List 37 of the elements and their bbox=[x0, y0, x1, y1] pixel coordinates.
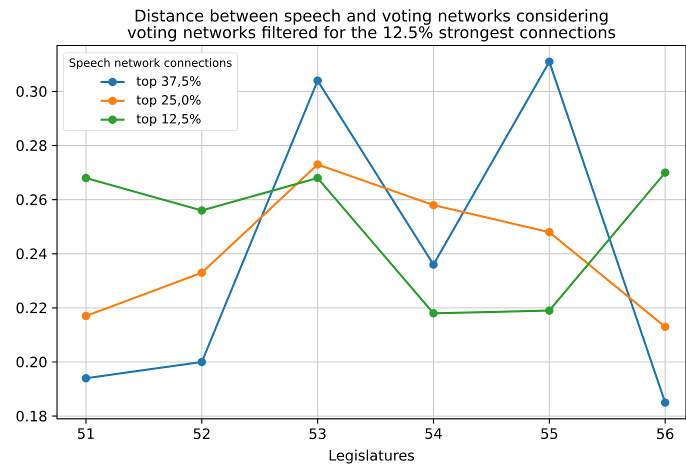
point bbox=[82, 174, 90, 182]
point bbox=[313, 76, 322, 85]
chart-title: Distance between speech and voting networks considering voting networks filtered for the 12.5% strongest connections bbox=[128, 9, 616, 42]
y-tick-label: 0.28 bbox=[16, 140, 46, 152]
point bbox=[660, 322, 670, 332]
point bbox=[429, 200, 438, 210]
y-tick-label: 0.30 bbox=[16, 86, 47, 97]
point bbox=[545, 58, 554, 66]
point bbox=[545, 306, 554, 315]
x-tick-label: 51 bbox=[78, 428, 94, 439]
x-tick-label: 54 bbox=[425, 428, 442, 439]
y-tick-label: 0.18 bbox=[16, 410, 46, 422]
point bbox=[429, 260, 438, 269]
point bbox=[660, 168, 670, 177]
point bbox=[198, 358, 206, 366]
legend-label: top 12,5% bbox=[136, 114, 201, 126]
x-axis-title: Legislatures bbox=[330, 450, 414, 464]
legend-label: top 25,0% bbox=[136, 95, 201, 108]
y-tick-label: 0.20 bbox=[16, 356, 47, 368]
x-tick-label: 55 bbox=[541, 428, 558, 439]
point bbox=[429, 309, 438, 318]
legend-label: top 37,5% bbox=[136, 76, 201, 88]
x-tick-label: 53 bbox=[310, 428, 326, 440]
point bbox=[82, 312, 90, 320]
legend-title: Speech network connections bbox=[70, 58, 232, 70]
y-tick-label: 0.24 bbox=[16, 248, 47, 260]
y-tick-label: 0.26 bbox=[16, 194, 47, 206]
point bbox=[82, 374, 90, 382]
x-tick-label: 52 bbox=[194, 428, 210, 440]
point bbox=[313, 174, 322, 182]
x-tick-label: 56 bbox=[657, 428, 674, 440]
point bbox=[545, 228, 554, 236]
y-tick-label: 0.22 bbox=[16, 302, 46, 314]
point bbox=[660, 398, 670, 407]
point bbox=[198, 206, 206, 215]
point bbox=[198, 268, 206, 277]
point bbox=[313, 160, 322, 169]
